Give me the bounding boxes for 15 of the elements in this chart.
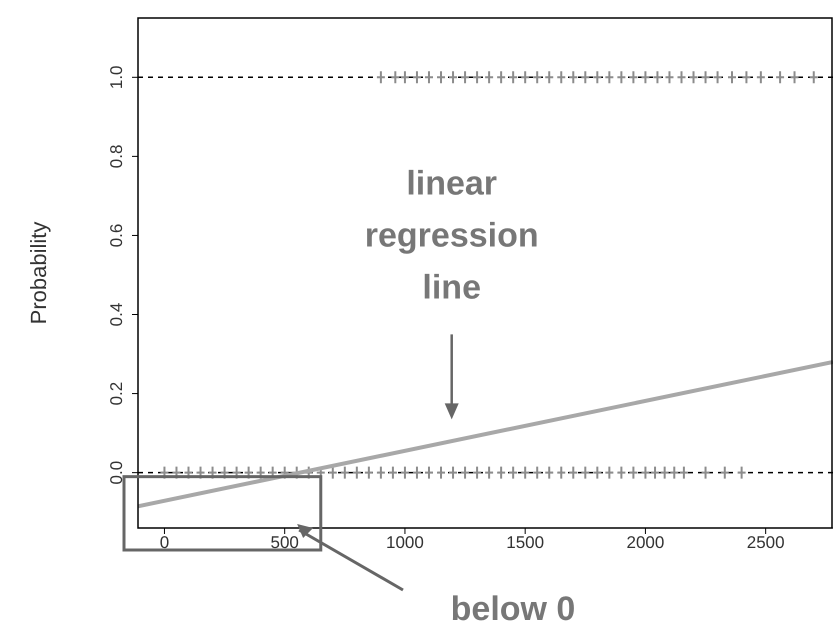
y-tick-label: 0.4 bbox=[107, 302, 126, 326]
y-axis-title: Probability bbox=[26, 222, 51, 324]
x-tick-label: 1500 bbox=[506, 533, 544, 552]
x-tick-label: 2000 bbox=[626, 533, 664, 552]
x-tick-label: 0 bbox=[160, 533, 170, 552]
x-tick-label: 500 bbox=[270, 533, 299, 552]
annotation: linear regression line bbox=[364, 164, 539, 306]
x-tick-label: 1000 bbox=[386, 533, 424, 552]
y-tick-label: 0.2 bbox=[107, 382, 126, 406]
x-tick-label: 2500 bbox=[746, 533, 785, 552]
y-tick-label: 0.0 bbox=[107, 460, 126, 484]
y-tick-label: 0.8 bbox=[107, 144, 126, 168]
y-tick-label: 1.0 bbox=[107, 65, 126, 90]
text: below 0 bbox=[450, 590, 576, 628]
y-tick-label: 0.6 bbox=[107, 224, 126, 248]
